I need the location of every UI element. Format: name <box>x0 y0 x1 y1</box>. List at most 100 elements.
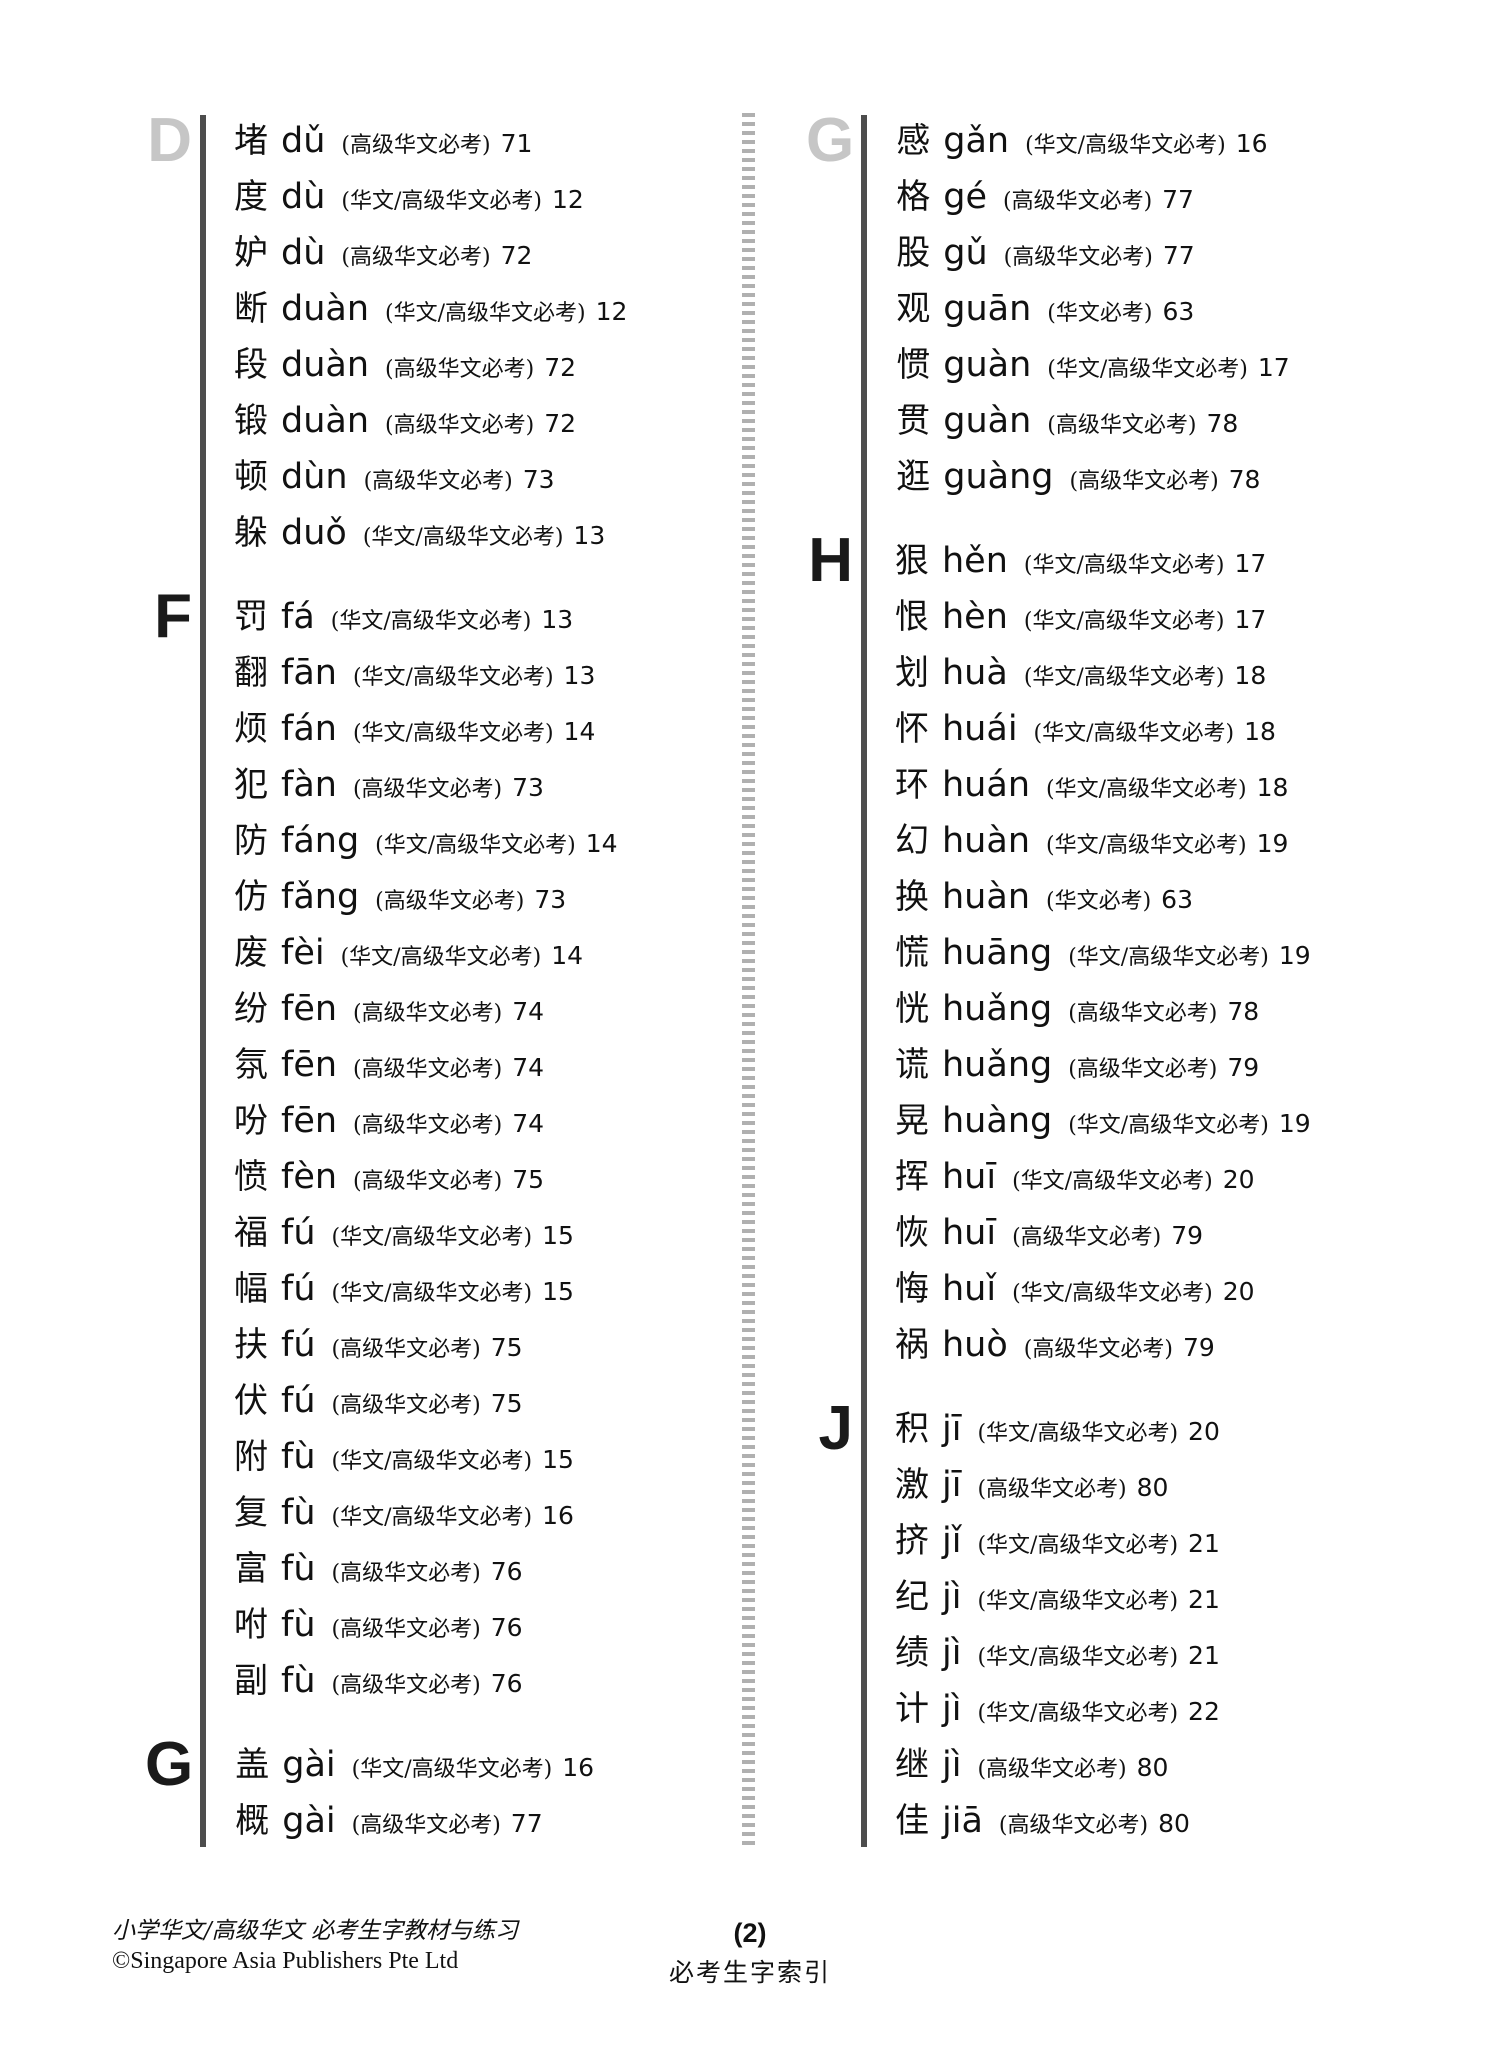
entry-pinyin: fú <box>281 1325 316 1365</box>
index-entry: 感 gǎn (华文/高级华文必考) 16 <box>896 113 1289 169</box>
index-entry: 妒 dù (高级华文必考) 72 <box>234 225 627 281</box>
entry-hanzi: 盖 <box>235 1745 270 1785</box>
entry-hanzi: 概 <box>235 1801 270 1841</box>
index-entry: 换 huàn (华文必考) 63 <box>895 869 1311 925</box>
entry-page-number: 71 <box>500 129 533 158</box>
entry-hanzi: 绩 <box>895 1633 929 1673</box>
entry-pinyin: huàn <box>942 877 1030 917</box>
entry-page-number: 80 <box>1136 1473 1169 1502</box>
section-letter: J <box>818 1394 853 1463</box>
entry-category: (高级华文必考) <box>977 1477 1127 1502</box>
entry-category: (高级华文必考) <box>353 1001 503 1026</box>
entry-category: (高级华文必考) <box>331 1673 481 1698</box>
index-entry: 贯 guàn (高级华文必考) 78 <box>896 393 1289 449</box>
entry-category: (华文/高级华文必考) <box>977 1589 1179 1614</box>
entry-category: (华文/高级华文必考) <box>331 1281 533 1306</box>
entry-category: (高级华文必考) <box>998 1813 1149 1838</box>
entry-category: (华文/高级华文必考) <box>385 301 586 326</box>
index-entry: 慌 huāng (华文/高级华文必考) 19 <box>895 925 1311 981</box>
entry-hanzi: 富 <box>234 1549 268 1589</box>
entry-pinyin: duàn <box>281 401 370 441</box>
entry-hanzi: 纪 <box>895 1577 929 1617</box>
entry-pinyin: fǎng <box>281 877 360 917</box>
index-entry: 环 huán (华文/高级华文必考) 18 <box>895 757 1311 813</box>
entry-category: (高级华文必考) <box>1003 245 1153 270</box>
index-entry: 顿 dùn (高级华文必考) 73 <box>234 449 627 505</box>
entry-page-number: 13 <box>563 661 596 690</box>
entry-page-number: 18 <box>1244 717 1276 746</box>
entry-hanzi: 晃 <box>895 1101 929 1141</box>
entry-category: (高级华文必考) <box>353 1113 503 1138</box>
entry-hanzi: 恍 <box>895 989 929 1029</box>
entry-page-number: 72 <box>544 409 577 438</box>
footer-section-title: 必考生字索引 <box>668 1958 832 1987</box>
entry-category: (华文/高级华文必考) <box>352 665 554 690</box>
entry-pinyin: jì <box>942 1633 962 1673</box>
index-entry: 惯 guàn (华文/高级华文必考) 17 <box>896 337 1289 393</box>
entry-page-number: 63 <box>1162 297 1195 326</box>
entry-hanzi: 躲 <box>234 513 268 553</box>
entry-page-number: 77 <box>1162 185 1194 214</box>
index-entry: 幅 fú (华文/高级华文必考) 15 <box>234 1261 618 1317</box>
entry-hanzi: 积 <box>895 1409 929 1449</box>
index-entry: 愤 fèn (高级华文必考) 75 <box>234 1149 618 1205</box>
entry-category: (高级华文必考) <box>353 1169 503 1194</box>
entry-page-number: 18 <box>1256 773 1289 802</box>
entry-category: (华文/高级华文必考) <box>1068 945 1269 970</box>
section-letter: G <box>145 1730 194 1799</box>
entry-category: (华文/高级华文必考) <box>1012 1281 1213 1306</box>
entry-category: (华文/高级华文必考) <box>977 1533 1179 1558</box>
entry-page-number: 15 <box>542 1221 574 1250</box>
entry-pinyin: fù <box>281 1661 316 1701</box>
entry-pinyin: fèi <box>281 933 325 973</box>
entry-hanzi: 佳 <box>895 1801 929 1841</box>
entry-pinyin: fù <box>281 1549 316 1589</box>
index-entry: 悔 huǐ (华文/高级华文必考) 20 <box>895 1261 1311 1317</box>
entry-hanzi: 复 <box>234 1493 268 1533</box>
entry-category: (华文/高级华文必考) <box>341 189 542 214</box>
entry-page-number: 74 <box>512 1053 545 1082</box>
index-entry: 怀 huái (华文/高级华文必考) 18 <box>895 701 1311 757</box>
entry-page-number: 73 <box>522 465 555 494</box>
entry-pinyin: guàn <box>943 345 1032 385</box>
entry-pinyin: jì <box>942 1745 962 1785</box>
entry-hanzi: 观 <box>896 289 931 329</box>
entry-page-number: 17 <box>1234 549 1267 578</box>
entry-hanzi: 幻 <box>895 821 929 861</box>
entry-pinyin: jī <box>942 1409 962 1449</box>
entry-hanzi: 狠 <box>895 541 929 581</box>
entry-pinyin: hèn <box>942 597 1008 637</box>
entry-category: (华文/高级华文必考) <box>1033 721 1235 746</box>
index-entry: 晃 huàng (华文/高级华文必考) 19 <box>895 1093 1311 1149</box>
section-letter: G <box>806 106 855 175</box>
entry-page-number: 19 <box>1278 941 1311 970</box>
index-entry: 盖 gài (华文/高级华文必考) 16 <box>235 1737 594 1793</box>
footer-page-number: (2) <box>733 1918 767 1948</box>
entry-page-number: 14 <box>551 941 583 970</box>
entry-pinyin: fá <box>281 597 315 637</box>
entry-category: (华文必考) <box>1046 889 1152 914</box>
index-entry: 挥 huī (华文/高级华文必考) 20 <box>895 1149 1311 1205</box>
index-entry: 犯 fàn (高级华文必考) 73 <box>234 757 618 813</box>
entry-pinyin: duàn <box>281 345 370 385</box>
entry-hanzi: 段 <box>234 345 268 385</box>
entry-pinyin: fáng <box>281 821 360 861</box>
index-entry: 恨 hèn (华文/高级华文必考) 17 <box>895 589 1311 645</box>
entry-page-number: 21 <box>1188 1529 1220 1558</box>
entry-category: (华文/高级华文必考) <box>362 525 564 550</box>
entry-page-number: 14 <box>563 717 596 746</box>
entry-category: (华文/高级华文必考) <box>331 1505 533 1530</box>
entry-category: (华文/高级华文必考) <box>1012 1169 1213 1194</box>
entry-category: (高级华文必考) <box>331 1337 481 1362</box>
entry-page-number: 15 <box>542 1277 574 1306</box>
index-entry: 度 dù (华文/高级华文必考) 12 <box>234 169 627 225</box>
entry-pinyin: dǔ <box>281 121 326 161</box>
section-letter: D <box>147 106 192 175</box>
entry-pinyin: fú <box>281 1269 316 1309</box>
index-entry: 股 gǔ (高级华文必考) 77 <box>896 225 1289 281</box>
entry-page-number: 75 <box>490 1333 523 1362</box>
entry-category: (高级华文必考) <box>341 133 491 158</box>
entry-pinyin: huàn <box>942 821 1030 861</box>
entry-category: (高级华文必考) <box>1047 413 1197 438</box>
entry-page-number: 80 <box>1136 1753 1169 1782</box>
